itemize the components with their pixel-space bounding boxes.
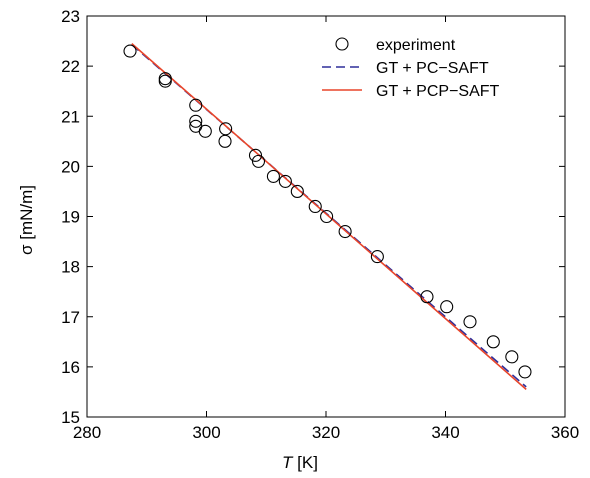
data-point bbox=[189, 114, 203, 128]
plot-area bbox=[87, 16, 565, 417]
data-point bbox=[505, 350, 519, 364]
data-point bbox=[290, 184, 304, 198]
y-tick-label: 20 bbox=[61, 157, 80, 176]
data-layer bbox=[123, 42, 532, 391]
data-point bbox=[219, 122, 233, 136]
axes-frame bbox=[86, 15, 566, 418]
data-point bbox=[518, 365, 532, 379]
data-point bbox=[251, 154, 266, 168]
x-tick-label: 340 bbox=[431, 423, 459, 442]
x-axis-label: T [K] bbox=[282, 453, 318, 472]
legend: experiment GT + PC−SAFT GT + PCP−SAFT bbox=[322, 37, 500, 100]
data-point bbox=[278, 174, 292, 188]
data-point bbox=[486, 335, 500, 349]
legend-label-1: experiment bbox=[376, 37, 456, 54]
data-point bbox=[123, 44, 137, 58]
x-tick-label: 280 bbox=[73, 423, 101, 442]
y-tick-label: 19 bbox=[61, 208, 80, 227]
y-tick-label: 23 bbox=[61, 7, 80, 26]
data-point bbox=[320, 209, 334, 224]
y-tick-label: 15 bbox=[61, 408, 80, 427]
data-point bbox=[198, 124, 212, 138]
y-tick-label: 16 bbox=[61, 358, 80, 377]
data-point bbox=[266, 169, 280, 183]
x-tick-label: 360 bbox=[551, 423, 579, 442]
data-point bbox=[308, 199, 322, 214]
legend-marker-experiment bbox=[335, 37, 349, 51]
data-point bbox=[440, 300, 454, 314]
x-tick-label: 300 bbox=[192, 423, 220, 442]
data-point bbox=[370, 250, 384, 264]
series-line-3 bbox=[131, 42, 527, 391]
data-point bbox=[420, 290, 434, 304]
legend-label-2: GT + PC−SAFT bbox=[376, 60, 489, 77]
data-point bbox=[189, 98, 203, 112]
y-axis-label: σ [mN/m] bbox=[17, 185, 36, 255]
axes-layer: 280 300 320 340 360 15 16 17 18 19 20 21 22 23 bbox=[61, 7, 579, 442]
data-point bbox=[218, 134, 232, 148]
data-point bbox=[248, 148, 263, 162]
data-point bbox=[338, 224, 352, 239]
y-tick-label: 21 bbox=[61, 107, 80, 126]
data-point bbox=[463, 315, 477, 329]
y-tick-label: 22 bbox=[61, 57, 80, 76]
x-axis-label-symbol: T bbox=[282, 453, 294, 472]
y-tick-label: 18 bbox=[61, 258, 80, 277]
y-tick-label: 17 bbox=[61, 308, 80, 327]
x-axis-label-unit: [K] bbox=[292, 453, 318, 472]
data-point bbox=[158, 74, 172, 88]
plot-background bbox=[87, 16, 565, 417]
x-tick-label: 320 bbox=[312, 423, 340, 442]
legend-label-3: GT + PCP−SAFT bbox=[376, 83, 500, 100]
